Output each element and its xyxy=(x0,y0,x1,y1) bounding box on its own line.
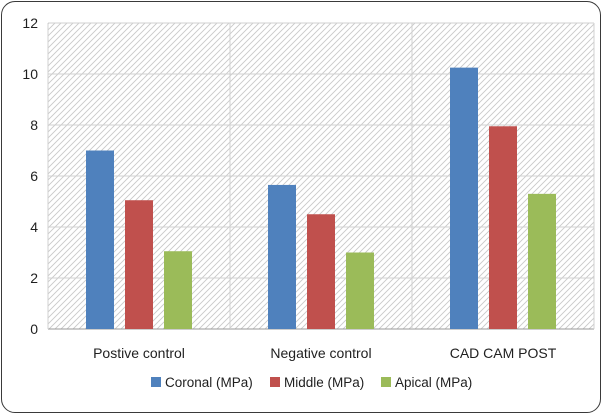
bar-apical xyxy=(164,251,192,329)
y-tick-label: 2 xyxy=(30,270,38,286)
legend-swatch xyxy=(151,377,161,387)
bar-middle xyxy=(307,214,335,329)
bar-coronal xyxy=(268,184,296,329)
y-tick-label: 12 xyxy=(22,15,38,31)
y-tick-label: 6 xyxy=(30,168,38,184)
legend-swatch xyxy=(381,377,391,387)
bar-coronal xyxy=(86,150,114,329)
x-category-label: Negative control xyxy=(270,345,371,361)
x-category-label: CAD CAM POST xyxy=(450,345,557,361)
bar-middle xyxy=(489,126,517,330)
bar-middle xyxy=(125,200,153,329)
y-tick-label: 8 xyxy=(30,117,38,133)
legend-label: Middle (MPa) xyxy=(284,375,364,390)
legend-label: Coronal (MPa) xyxy=(165,375,253,390)
y-tick-label: 4 xyxy=(30,219,38,235)
x-category-label: Postive control xyxy=(93,345,185,361)
legend-swatch xyxy=(270,377,280,387)
legend-label: Apical (MPa) xyxy=(395,375,472,390)
bar-apical xyxy=(346,252,374,329)
y-tick-label: 10 xyxy=(22,66,38,82)
bar-coronal xyxy=(450,67,478,329)
bar-apical xyxy=(528,193,556,329)
y-tick-label: 0 xyxy=(30,321,38,337)
